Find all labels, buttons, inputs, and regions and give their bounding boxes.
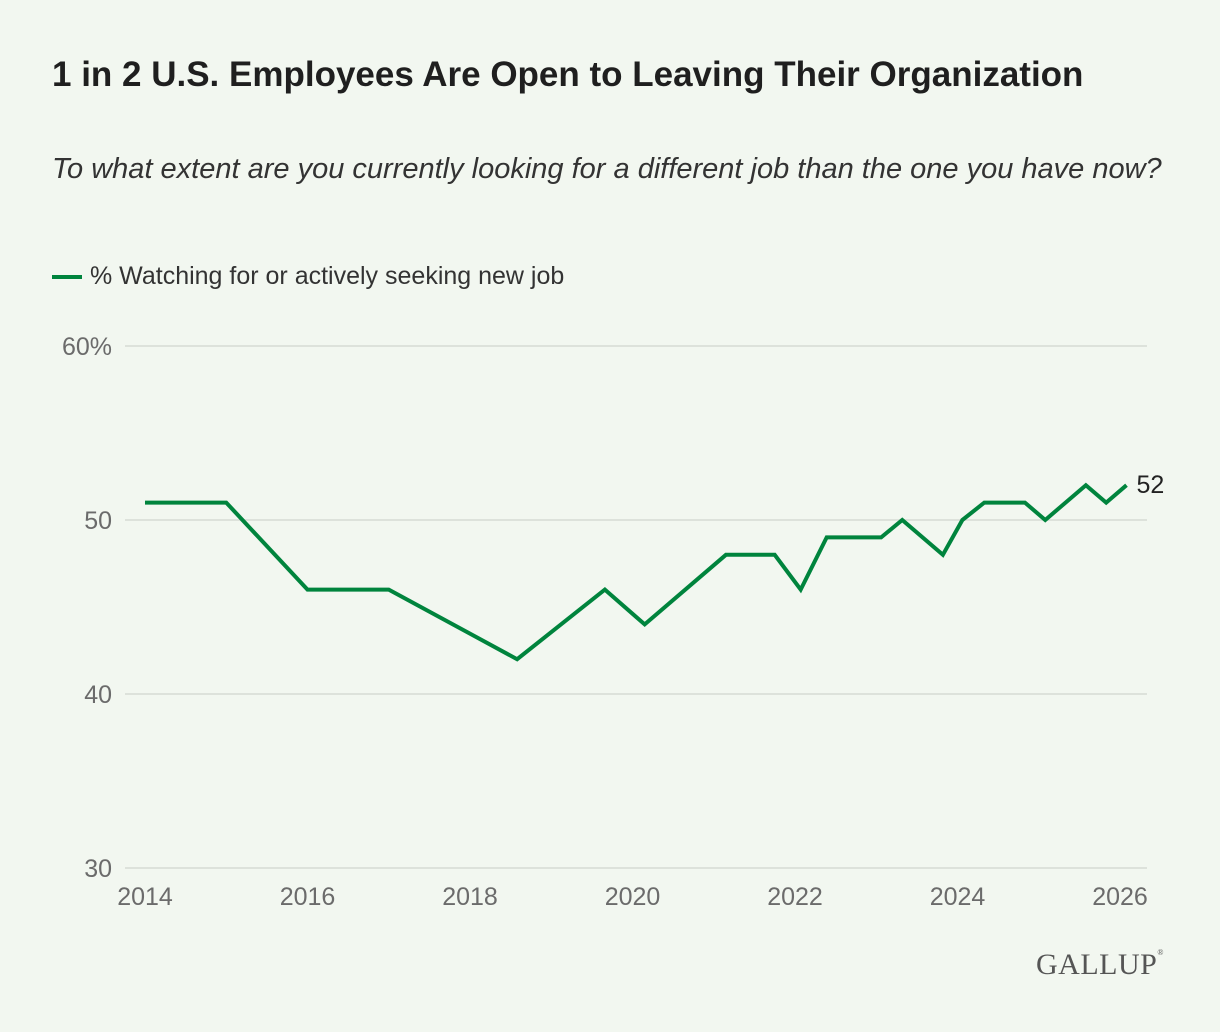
chart-title: 1 in 2 U.S. Employees Are Open to Leavin… (52, 55, 1084, 94)
x-tick-label: 2024 (930, 883, 986, 911)
x-tick-label: 2026 (1092, 883, 1148, 911)
x-tick-label: 2020 (605, 883, 661, 911)
logo-text: GALLUP (1036, 948, 1158, 981)
y-tick-label: 50 (84, 507, 112, 535)
y-tick-label: 40 (84, 681, 112, 709)
y-tick-label: 30 (84, 855, 112, 883)
legend: % Watching for or actively seeking new j… (52, 262, 564, 291)
chart-subtitle: To what extent are you currently looking… (52, 153, 1162, 185)
x-tick-label: 2022 (767, 883, 823, 911)
y-tick-label: 60% (62, 333, 112, 361)
x-tick-label: 2014 (117, 883, 173, 911)
end-data-label: 52 (1137, 471, 1165, 499)
x-tick-label: 2016 (280, 883, 336, 911)
series-line (145, 482, 1128, 662)
legend-swatch (52, 274, 82, 279)
legend-label: % Watching for or actively seeking new j… (90, 262, 565, 290)
x-tick-label: 2018 (442, 883, 498, 911)
gallup-logo: GALLUP® (1036, 948, 1164, 981)
